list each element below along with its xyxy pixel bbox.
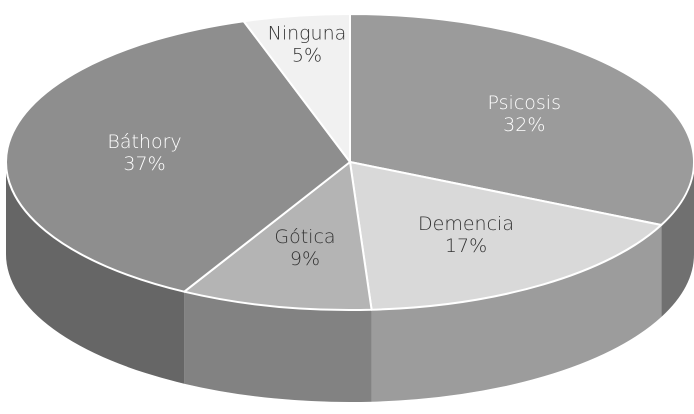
slice [349, 161, 663, 311]
slice-side [661, 162, 694, 318]
slice-value-label: 37% [123, 153, 165, 175]
slice-value-label: 9% [290, 248, 320, 270]
slice-value-label: 5% [292, 45, 322, 67]
slice-side [184, 291, 372, 402]
slice [242, 13, 351, 163]
slice-value-label: 17% [445, 235, 487, 257]
slice-label: Demencia [418, 213, 514, 235]
slice-label: Gótica [274, 226, 335, 248]
slice-side-shade [6, 162, 185, 384]
slice-label: Psicosis [488, 92, 561, 114]
slice [183, 161, 373, 311]
slice-side-shade [661, 162, 694, 318]
slice-side [6, 162, 185, 384]
slice [5, 20, 351, 293]
slice-label: Báthory [107, 131, 181, 153]
slice-value-label: 32% [503, 114, 545, 136]
slice [349, 13, 694, 227]
slice-label: Ninguna [268, 23, 347, 45]
slice-side-shade [184, 291, 372, 402]
